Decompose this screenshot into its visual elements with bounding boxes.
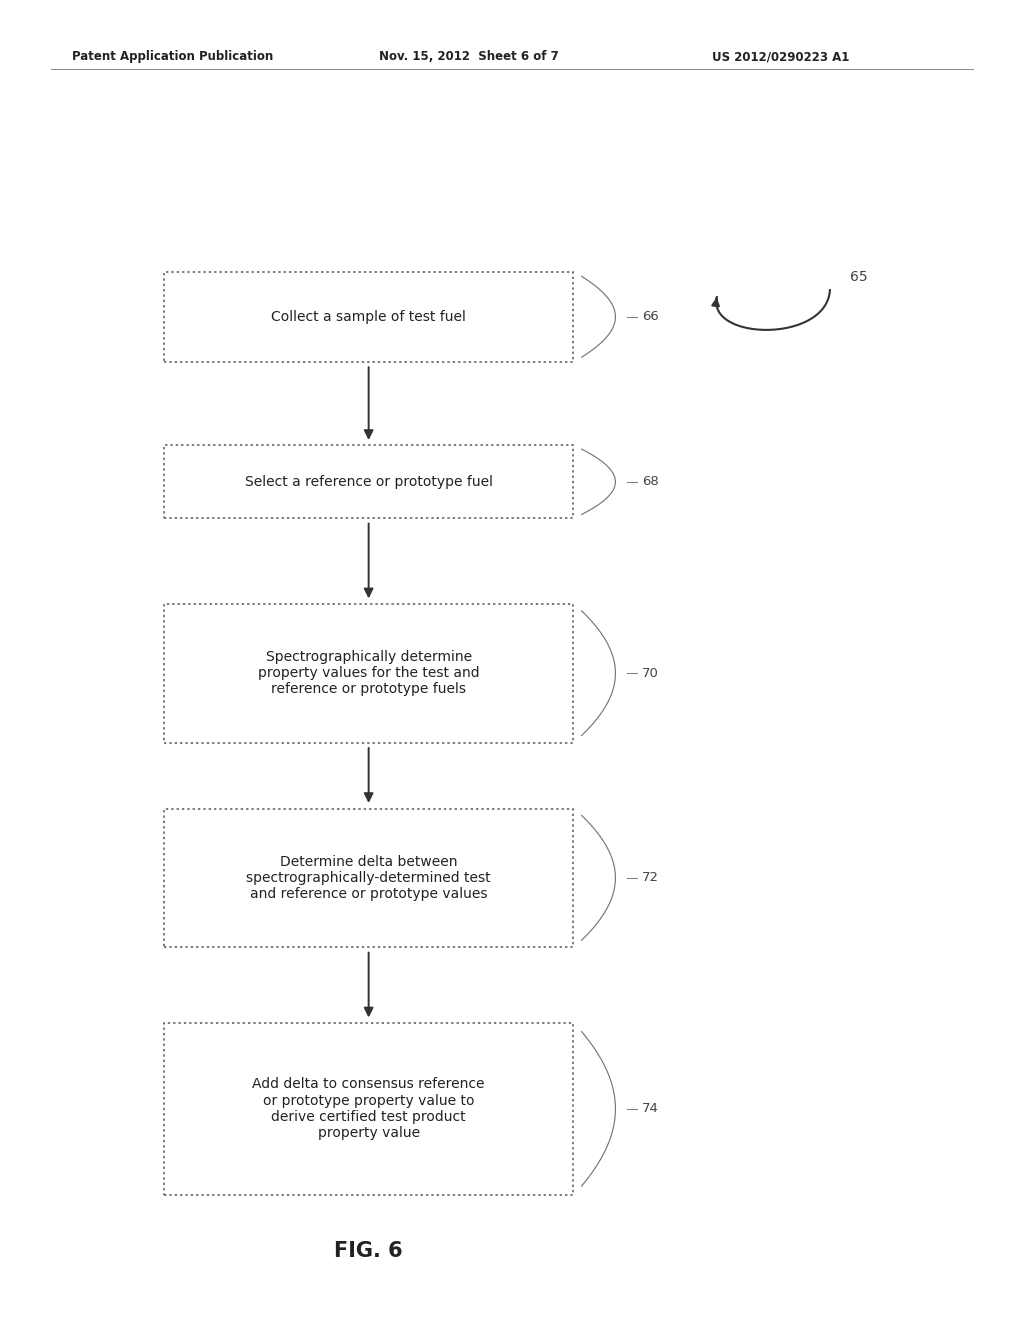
Text: Add delta to consensus reference
or prototype property value to
derive certified: Add delta to consensus reference or prot…	[252, 1077, 485, 1140]
Text: Patent Application Publication: Patent Application Publication	[72, 50, 273, 63]
Text: Select a reference or prototype fuel: Select a reference or prototype fuel	[245, 475, 493, 488]
Bar	[164, 605, 573, 742]
Text: Nov. 15, 2012  Sheet 6 of 7: Nov. 15, 2012 Sheet 6 of 7	[379, 50, 559, 63]
Bar	[164, 272, 573, 362]
Text: Determine delta between
spectrographically-determined test
and reference or prot: Determine delta between spectrographical…	[247, 854, 490, 902]
Bar	[164, 445, 573, 517]
Text: Collect a sample of test fuel: Collect a sample of test fuel	[271, 310, 466, 323]
Text: 66: 66	[642, 310, 658, 323]
Text: FIG. 6: FIG. 6	[334, 1241, 403, 1262]
Text: 74: 74	[642, 1102, 658, 1115]
Text: 68: 68	[642, 475, 658, 488]
Text: Spectrographically determine
property values for the test and
reference or proto: Spectrographically determine property va…	[258, 649, 479, 697]
Bar	[164, 1023, 573, 1195]
Text: US 2012/0290223 A1: US 2012/0290223 A1	[712, 50, 849, 63]
Bar	[164, 808, 573, 948]
Text: 65: 65	[850, 271, 867, 284]
Text: 72: 72	[642, 871, 659, 884]
Text: 70: 70	[642, 667, 658, 680]
